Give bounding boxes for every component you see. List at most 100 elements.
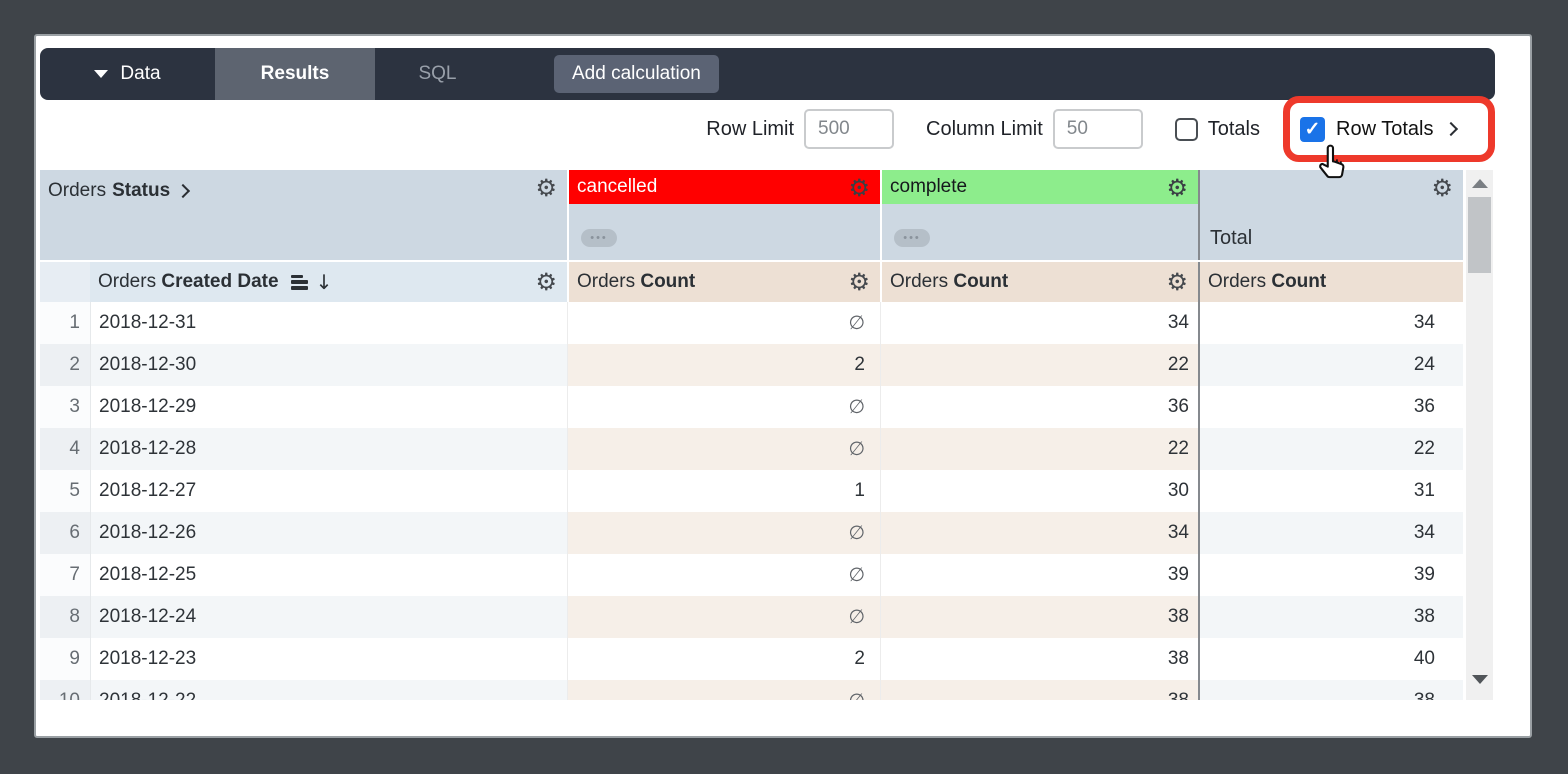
- date-cell[interactable]: 2018-12-31: [90, 302, 567, 344]
- total-count-cell[interactable]: 34: [1198, 302, 1463, 344]
- pivot-column-cancelled: cancelled ⚙ •••: [567, 170, 880, 260]
- scroll-up-icon[interactable]: [1466, 170, 1493, 196]
- chevron-right-icon[interactable]: [1444, 121, 1459, 137]
- scroll-down-icon[interactable]: [1466, 666, 1493, 692]
- gear-icon[interactable]: ⚙: [535, 268, 557, 296]
- pivot-value-complete[interactable]: complete ⚙: [882, 170, 1198, 204]
- results-panel: Data Results SQL Add calculation Row Lim…: [34, 34, 1532, 738]
- total-count-cell[interactable]: 22: [1198, 428, 1463, 470]
- complete-count-cell[interactable]: 36: [880, 386, 1198, 428]
- row-number: 8: [40, 596, 90, 638]
- date-cell[interactable]: 2018-12-26: [90, 512, 567, 554]
- tab-sql[interactable]: SQL: [375, 48, 500, 100]
- complete-count-cell[interactable]: 39: [880, 554, 1198, 596]
- column-limit-label: Column Limit: [926, 117, 1043, 140]
- scrollbar-thumb[interactable]: [1468, 197, 1491, 273]
- more-options-icon[interactable]: •••: [581, 229, 617, 247]
- orders-count-header-cancelled[interactable]: Orders Count ⚙: [567, 262, 880, 302]
- date-cell[interactable]: 2018-12-29: [90, 386, 567, 428]
- orders-count-header-total[interactable]: Orders Count: [1198, 262, 1463, 302]
- total-count-cell[interactable]: 38: [1198, 596, 1463, 638]
- cancelled-count-cell[interactable]: ∅: [567, 512, 880, 554]
- table-body: 1 2018-12-31 ∅ 34 34 2 2018-12-30 2 22 2…: [40, 302, 1463, 700]
- date-cell[interactable]: 2018-12-27: [90, 470, 567, 512]
- table-row: 9 2018-12-23 2 38 40: [40, 638, 1463, 680]
- sort-descending-icon[interactable]: ↓: [315, 270, 333, 294]
- pivot-column-total[interactable]: ⚙ Total: [1198, 170, 1463, 260]
- total-count-cell[interactable]: 24: [1198, 344, 1463, 386]
- vertical-scrollbar[interactable]: [1466, 170, 1493, 700]
- complete-count-cell[interactable]: 30: [880, 470, 1198, 512]
- complete-count-cell[interactable]: 34: [880, 512, 1198, 554]
- total-count-cell[interactable]: 40: [1198, 638, 1463, 680]
- cancelled-count-cell[interactable]: ∅: [567, 596, 880, 638]
- cancelled-count-cell[interactable]: ∅: [567, 554, 880, 596]
- tab-sql-label: SQL: [418, 63, 457, 84]
- row-number: 3: [40, 386, 90, 428]
- row-number: 2: [40, 344, 90, 386]
- gear-icon[interactable]: ⚙: [535, 174, 557, 202]
- row-number: 6: [40, 512, 90, 554]
- tab-data[interactable]: Data: [40, 48, 215, 100]
- pivot-value-cancelled[interactable]: cancelled ⚙: [569, 170, 880, 204]
- complete-count-cell[interactable]: 22: [880, 428, 1198, 470]
- gear-icon[interactable]: ⚙: [1166, 174, 1188, 202]
- cancelled-count-cell[interactable]: 2: [567, 638, 880, 680]
- column-limit-input[interactable]: [1052, 109, 1143, 149]
- pivot-header-row: Orders Status ⚙ cancelled ⚙ ••• complet: [40, 170, 1463, 260]
- date-cell[interactable]: 2018-12-25: [90, 554, 567, 596]
- table-row: 10 2018-12-22 ∅ 38 38: [40, 680, 1463, 700]
- cancelled-count-cell[interactable]: ∅: [567, 302, 880, 344]
- date-cell[interactable]: 2018-12-23: [90, 638, 567, 680]
- complete-count-cell[interactable]: 38: [880, 638, 1198, 680]
- complete-count-cell[interactable]: 38: [880, 596, 1198, 638]
- date-cell[interactable]: 2018-12-28: [90, 428, 567, 470]
- gear-icon[interactable]: ⚙: [1166, 268, 1188, 296]
- table-row: 2 2018-12-30 2 22 24: [40, 344, 1463, 386]
- total-count-cell[interactable]: 31: [1198, 470, 1463, 512]
- total-count-cell[interactable]: 36: [1198, 386, 1463, 428]
- total-count-cell[interactable]: 39: [1198, 554, 1463, 596]
- row-number: 1: [40, 302, 90, 344]
- row-number-header: [40, 262, 90, 302]
- row-limit-label: Row Limit: [706, 117, 795, 140]
- total-count-cell[interactable]: 34: [1198, 512, 1463, 554]
- row-limit-input[interactable]: [804, 109, 895, 149]
- cancelled-count-cell[interactable]: ∅: [567, 386, 880, 428]
- total-count-cell[interactable]: 38: [1198, 680, 1463, 700]
- row-number: 7: [40, 554, 90, 596]
- tab-results[interactable]: Results: [215, 48, 375, 100]
- cancelled-count-cell[interactable]: 1: [567, 470, 880, 512]
- table-row: 8 2018-12-24 ∅ 38 38: [40, 596, 1463, 638]
- cancelled-count-cell[interactable]: ∅: [567, 680, 880, 700]
- row-totals-checkbox[interactable]: ✓: [1300, 116, 1325, 142]
- date-cell[interactable]: 2018-12-30: [90, 344, 567, 386]
- cancelled-count-cell[interactable]: 2: [567, 344, 880, 386]
- date-cell[interactable]: 2018-12-22: [90, 680, 567, 700]
- gear-icon[interactable]: ⚙: [848, 268, 870, 296]
- orders-count-header-complete[interactable]: Orders Count ⚙: [880, 262, 1198, 302]
- totals-checkbox[interactable]: [1174, 117, 1198, 141]
- total-column-label: Total: [1210, 227, 1253, 249]
- table-row: 1 2018-12-31 ∅ 34 34: [40, 302, 1463, 344]
- table-row: 3 2018-12-29 ∅ 36 36: [40, 386, 1463, 428]
- more-options-icon[interactable]: •••: [894, 229, 930, 247]
- complete-count-cell[interactable]: 34: [880, 302, 1198, 344]
- created-date-header[interactable]: Orders Created Date ↓ ⚙: [90, 262, 567, 302]
- cancelled-count-cell[interactable]: ∅: [567, 428, 880, 470]
- complete-count-cell[interactable]: 22: [880, 344, 1198, 386]
- add-calculation-button[interactable]: Add calculation: [554, 55, 719, 93]
- table-row: 5 2018-12-27 1 30 31: [40, 470, 1463, 512]
- orders-count-label: Orders Count: [890, 271, 1009, 292]
- toolbar: Data Results SQL Add calculation: [40, 48, 1495, 100]
- created-date-label: Orders Created Date: [98, 271, 279, 292]
- complete-count-cell[interactable]: 38: [880, 680, 1198, 700]
- row-number: 5: [40, 470, 90, 512]
- table-row: 6 2018-12-26 ∅ 34 34: [40, 512, 1463, 554]
- gear-icon[interactable]: ⚙: [848, 174, 870, 202]
- date-cell[interactable]: 2018-12-24: [90, 596, 567, 638]
- subtotal-icon[interactable]: [290, 274, 308, 290]
- gear-icon[interactable]: ⚙: [1431, 174, 1453, 202]
- table-row: 4 2018-12-28 ∅ 22 22: [40, 428, 1463, 470]
- pivot-field-header[interactable]: Orders Status ⚙: [40, 170, 567, 260]
